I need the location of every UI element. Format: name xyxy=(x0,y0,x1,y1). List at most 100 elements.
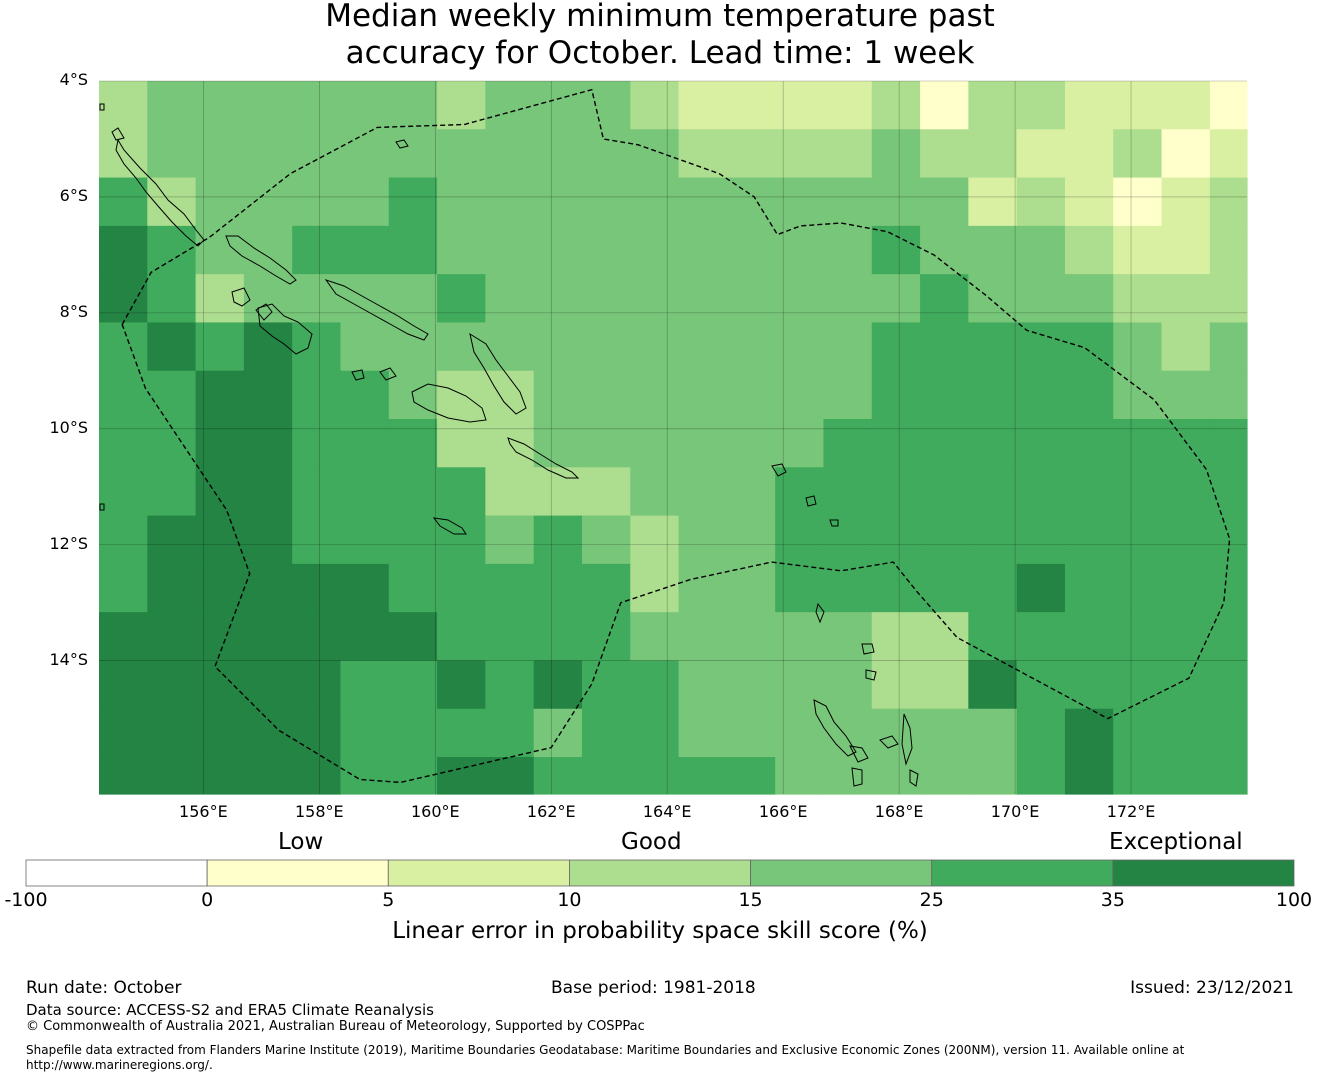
skill-cell xyxy=(871,370,921,420)
skill-cell xyxy=(147,467,197,517)
skill-cell xyxy=(388,660,438,710)
skill-cell xyxy=(775,708,825,758)
skill-cell xyxy=(195,177,245,227)
skill-cell xyxy=(1113,563,1163,613)
skill-cell xyxy=(678,274,728,324)
island-vanua-lava xyxy=(861,643,875,655)
skill-cell xyxy=(485,81,535,130)
skill-cell xyxy=(1161,660,1211,710)
skill-cell xyxy=(726,274,776,324)
island-malekula xyxy=(849,745,869,763)
skill-cell xyxy=(968,563,1018,613)
skill-cell xyxy=(1209,757,1248,795)
skill-cell xyxy=(437,225,486,275)
skill-cell xyxy=(1209,274,1248,324)
skill-cell xyxy=(630,660,680,710)
skill-cell xyxy=(147,177,197,227)
skill-cell xyxy=(630,322,680,372)
skill-cell xyxy=(147,515,197,565)
skill-cell xyxy=(775,81,825,130)
skill-cell xyxy=(581,419,631,468)
skill-cell xyxy=(437,708,486,758)
data-source: Data source: ACCESS-S2 and ERA5 Climate … xyxy=(26,1001,434,1019)
skill-cell xyxy=(1064,419,1114,468)
island-makira xyxy=(507,437,580,479)
skill-cell xyxy=(920,370,969,420)
skill-cell xyxy=(437,467,486,517)
skill-cell xyxy=(1113,467,1163,517)
skill-cell xyxy=(823,129,873,179)
skill-cell xyxy=(147,708,197,758)
skill-cell xyxy=(1016,515,1066,565)
skill-cell xyxy=(630,274,680,324)
skill-cell xyxy=(340,274,390,324)
skill-cell xyxy=(1209,563,1248,613)
skill-cell xyxy=(581,660,631,710)
skill-cell xyxy=(1209,419,1248,468)
skill-cell xyxy=(1016,660,1066,710)
skill-cell xyxy=(1209,467,1248,517)
island-bottom xyxy=(909,769,919,787)
issued-date: Issued: 23/12/2021 xyxy=(1130,978,1294,998)
skill-cell xyxy=(823,81,873,130)
skill-cell xyxy=(630,563,680,613)
skill-cell xyxy=(243,177,293,227)
skill-cell xyxy=(147,129,197,179)
island-bougainville xyxy=(115,138,205,247)
colorbar-tick-label: 10 xyxy=(557,889,582,911)
skill-cell xyxy=(1113,708,1163,758)
skill-cell xyxy=(195,322,245,372)
skill-cell xyxy=(485,708,535,758)
skill-cell xyxy=(1113,322,1163,372)
skill-cell xyxy=(630,515,680,565)
skill-cell xyxy=(243,467,293,517)
skill-cell xyxy=(775,274,825,324)
skill-cell xyxy=(1113,757,1163,795)
skill-cell xyxy=(775,177,825,227)
skill-cell xyxy=(630,708,680,758)
skill-cell xyxy=(968,708,1018,758)
skill-cell xyxy=(243,81,293,130)
latitude-label: 12°S xyxy=(49,533,88,553)
skill-cell xyxy=(292,274,342,324)
island-gaua xyxy=(865,669,877,681)
skill-cell xyxy=(823,660,873,710)
skill-cell xyxy=(243,129,293,179)
colorbar-tick-label: 25 xyxy=(919,889,944,911)
skill-cell xyxy=(581,274,631,324)
skill-cell xyxy=(678,177,728,227)
skill-cell xyxy=(99,177,148,227)
skill-cell xyxy=(485,225,535,275)
island-pentecost xyxy=(851,767,863,787)
latitude-label: 8°S xyxy=(59,301,88,321)
skill-cell xyxy=(99,322,148,372)
skill-cell xyxy=(775,660,825,710)
skill-cell xyxy=(630,612,680,662)
skill-cell xyxy=(388,81,438,130)
skill-cell xyxy=(678,757,728,795)
skill-cell xyxy=(1016,419,1066,468)
island-guadalcanal xyxy=(411,383,487,423)
skill-cell xyxy=(1113,370,1163,420)
skill-cell xyxy=(195,419,245,468)
skill-cell xyxy=(1209,660,1248,710)
chart-title-line2: accuracy for October. Lead time: 1 week xyxy=(345,35,975,71)
skill-cell xyxy=(292,81,342,130)
skill-cell xyxy=(99,757,148,795)
skill-cell xyxy=(1209,81,1248,130)
island-new-georgia xyxy=(257,303,313,355)
skill-cell xyxy=(147,225,197,275)
skill-cell xyxy=(99,660,148,710)
colorbar-category-low: Low xyxy=(278,829,324,855)
skill-cell xyxy=(292,515,342,565)
chart-title-line1: Median weekly minimum temperature past xyxy=(325,0,995,34)
colorbar-tick-label: 0 xyxy=(201,889,214,911)
skill-cell xyxy=(437,274,486,324)
skill-cell xyxy=(485,612,535,662)
skill-cell xyxy=(823,370,873,420)
skill-cell xyxy=(968,419,1018,468)
skill-cell xyxy=(388,708,438,758)
skill-cell xyxy=(775,419,825,468)
colorbar-segment xyxy=(206,859,389,887)
skill-cell xyxy=(243,225,293,275)
